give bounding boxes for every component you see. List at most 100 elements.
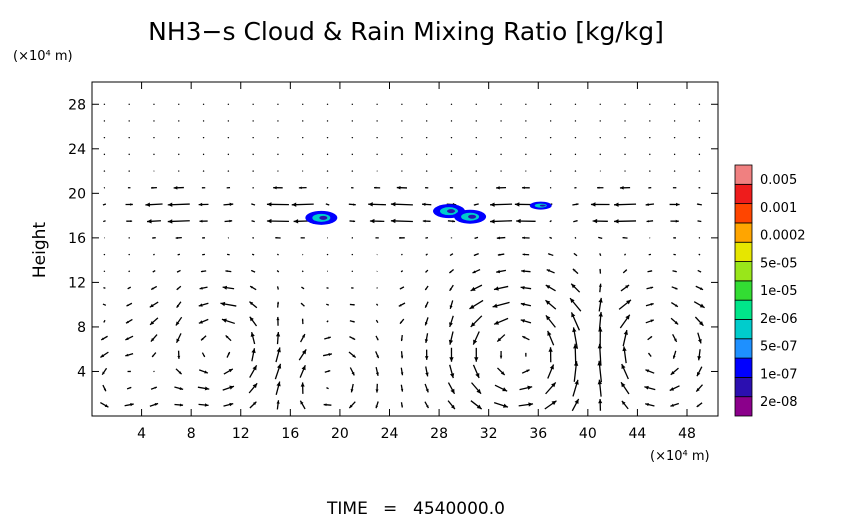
vector-arrowhead (375, 372, 379, 376)
vector-arrowhead (222, 285, 228, 290)
vector-dot (649, 153, 651, 156)
vector-arrowhead (202, 254, 204, 256)
vector-arrowhead (200, 270, 203, 273)
vector-arrowhead (448, 339, 454, 345)
vector-arrowhead (276, 347, 281, 353)
vector-arrowhead (150, 320, 155, 325)
vector-arrowhead (522, 253, 526, 256)
vector-arrowhead (375, 237, 377, 239)
vector-arrowhead (104, 220, 106, 222)
vector-dot (475, 170, 477, 172)
vector-dot (128, 253, 130, 256)
vector-arrowhead (522, 236, 525, 240)
vector-dot (401, 136, 403, 139)
x-tick-label: 12 (232, 426, 250, 442)
vector-arrowhead (277, 363, 282, 369)
cloud-core-inner (319, 215, 328, 220)
vector-dot (103, 270, 106, 272)
colorbar-label: 2e-06 (760, 312, 798, 327)
vector-dot (326, 170, 329, 172)
vector-dot (153, 136, 155, 139)
vector-arrowhead (425, 388, 429, 393)
vector-arrowhead (697, 339, 702, 344)
vector-arrowhead (276, 316, 280, 321)
vector-arrowhead (300, 400, 304, 405)
vector-dot (277, 136, 279, 139)
vector-arrowhead (696, 404, 700, 407)
vector-arrowhead (549, 364, 554, 370)
vector-dot (351, 170, 354, 172)
colorbar-label: 5e-05 (760, 256, 798, 271)
vector-dot (450, 103, 453, 105)
y-tick-label: 4 (77, 364, 86, 380)
vector-dot (475, 103, 477, 105)
vector-arrowhead (545, 315, 551, 321)
vector-arrowhead (452, 220, 456, 223)
vector-arrowhead (104, 304, 106, 306)
vector-dot (252, 103, 254, 105)
vector-dot (673, 136, 676, 139)
vector-dot (574, 136, 577, 139)
cloud-core-inner (468, 214, 477, 219)
vector-dot (500, 103, 502, 105)
vector-dot (599, 136, 601, 139)
vector-arrowhead (476, 404, 482, 410)
vector-arrowhead (273, 186, 277, 190)
colorbar-label: 0.001 (760, 201, 797, 216)
vector-arrowhead (497, 253, 501, 256)
vector-arrowhead (369, 218, 375, 224)
vector-arrowhead (375, 405, 378, 409)
vector-dot (178, 103, 180, 105)
vector-arrowhead (204, 370, 208, 374)
vector-arrowhead (400, 355, 404, 359)
vector-arrowhead (699, 303, 705, 308)
vector-dot (698, 237, 701, 239)
vector-arrowhead (573, 253, 576, 255)
vector-arrowhead (147, 219, 152, 224)
vector-arrowhead (351, 371, 355, 376)
vector-arrowhead (390, 202, 396, 207)
vector-arrowhead (625, 285, 630, 289)
vector-arrowhead (675, 270, 677, 273)
vector-arrowhead (424, 322, 428, 326)
vector-arrowhead (571, 283, 576, 289)
vector-arrowhead (151, 186, 154, 189)
vector-dot (103, 103, 106, 105)
vector-dot (599, 120, 601, 122)
vector-dot (128, 170, 130, 172)
vector-arrowhead (204, 386, 210, 391)
vector-arrowhead (674, 237, 676, 239)
vector-arrowhead (130, 403, 134, 407)
vector-dot (202, 136, 205, 139)
vector-arrowhead (353, 203, 356, 206)
y-axis-label: Height (30, 222, 50, 279)
vector-arrowhead (500, 371, 505, 375)
vector-dot (302, 153, 304, 156)
y-axis-ticks: 4 8 12 16 20 24 28 (68, 97, 718, 380)
colorbar-swatch (734, 261, 753, 282)
vector-arrowhead (251, 348, 256, 354)
vector-arrowhead (377, 304, 378, 306)
vector-arrowhead (674, 320, 679, 325)
colorbar-swatch (734, 319, 753, 340)
vector-arrowhead (575, 220, 578, 222)
vector-arrowhead (326, 304, 328, 305)
vector-arrowhead (179, 386, 184, 391)
vector-arrowhead (425, 305, 428, 308)
vector-arrowhead (645, 203, 649, 207)
vector-arrowhead (127, 287, 130, 289)
colorbar-label: 1e-05 (760, 284, 798, 299)
vector-arrowhead (598, 237, 600, 239)
vector-arrowhead (527, 385, 533, 390)
colorbar: 0.005 0.001 0.0002 5e-05 1e-05 2e-06 5e-07 1e-0… (734, 164, 806, 417)
vector-arrowhead (422, 202, 426, 206)
colorbar-label: 1e-07 (760, 367, 798, 382)
vector-arrowhead (514, 202, 520, 207)
vector-arrowhead (352, 287, 354, 289)
vector-dot (153, 103, 155, 105)
x-tick-label: 24 (381, 426, 399, 442)
vector-arrowhead (493, 286, 499, 291)
vector-arrowhead (227, 351, 230, 355)
vector-arrowhead (614, 202, 619, 207)
vector-arrowhead (198, 202, 203, 207)
